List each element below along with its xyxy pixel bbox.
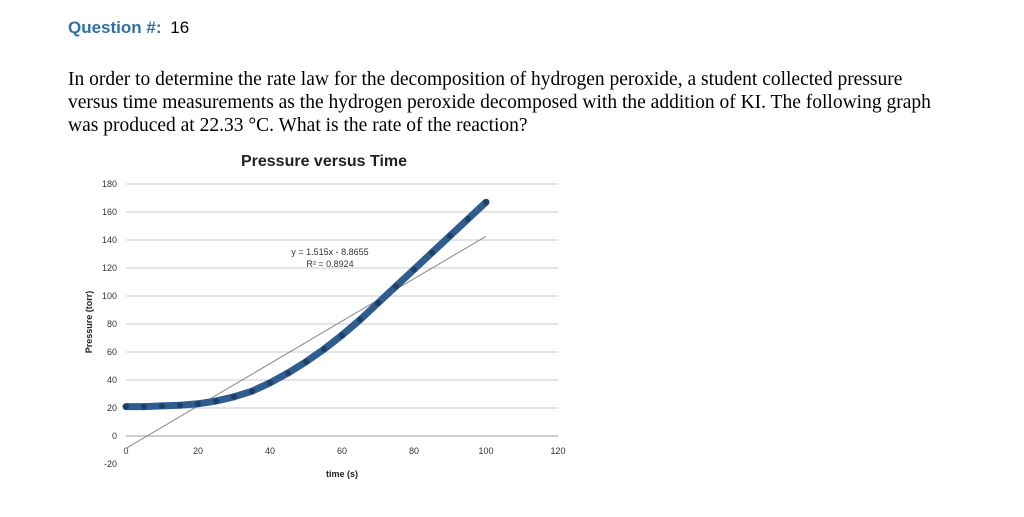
question-header: Question #: 16 xyxy=(68,18,189,38)
y-tick-label: 80 xyxy=(107,319,117,329)
x-tick-label: 20 xyxy=(193,446,203,456)
x-tick-label: 120 xyxy=(550,446,565,456)
trendline-equation: y = 1.515x - 8.8655 xyxy=(291,247,368,257)
data-series xyxy=(122,198,490,411)
data-point xyxy=(249,388,255,395)
y-tick-label: 60 xyxy=(107,347,117,357)
data-point xyxy=(285,370,291,376)
question-text: In order to determine the rate law for t… xyxy=(68,69,931,136)
data-point xyxy=(195,400,201,407)
data-point xyxy=(393,283,399,290)
chart-grid xyxy=(126,183,558,437)
x-axis-ticks: 0 20 40 60 80 100 120 xyxy=(123,446,565,456)
y-tick-label: 160 xyxy=(102,207,117,217)
y-tick-label: 100 xyxy=(102,291,117,301)
data-curve xyxy=(122,198,490,411)
data-point xyxy=(267,379,273,386)
y-tick-label: 140 xyxy=(102,235,117,245)
x-tick-label: 40 xyxy=(265,446,275,456)
data-point xyxy=(411,266,417,273)
y-tick-label: 120 xyxy=(102,263,117,273)
x-tick-label: 60 xyxy=(337,446,347,456)
x-tick-label: 0 xyxy=(123,446,128,456)
data-point xyxy=(159,402,165,409)
data-point xyxy=(465,216,471,222)
data-point xyxy=(141,403,147,410)
y-axis-ticks: -20 0 20 40 60 80 100 120 140 160 180 xyxy=(102,179,117,469)
trendline xyxy=(125,235,487,449)
x-tick-label: 100 xyxy=(478,446,493,456)
x-tick-label: 80 xyxy=(409,446,419,456)
data-point xyxy=(303,358,309,365)
question-number: 16 xyxy=(170,18,190,37)
data-point xyxy=(213,398,219,404)
y-axis-label: Pressure (torr) xyxy=(84,291,94,354)
y-tick-label: 180 xyxy=(102,179,117,189)
data-point xyxy=(231,393,237,400)
data-point xyxy=(483,199,489,206)
question-label: Question #: xyxy=(68,18,162,37)
data-point xyxy=(447,232,453,239)
y-tick-label: 0 xyxy=(112,431,117,441)
r-squared-label: R² = 0.8924 xyxy=(306,259,353,269)
data-point xyxy=(339,332,345,339)
data-point xyxy=(375,300,381,306)
chart-title: Pressure versus Time xyxy=(241,153,407,170)
y-tick-label: 40 xyxy=(107,375,117,385)
data-point xyxy=(429,249,435,256)
data-point xyxy=(357,316,363,323)
y-tick-label: -20 xyxy=(104,459,117,469)
data-point xyxy=(123,403,129,410)
data-point xyxy=(177,402,183,409)
data-point xyxy=(321,346,327,353)
x-axis-label: time (s) xyxy=(326,469,358,479)
y-tick-label: 20 xyxy=(107,403,117,413)
